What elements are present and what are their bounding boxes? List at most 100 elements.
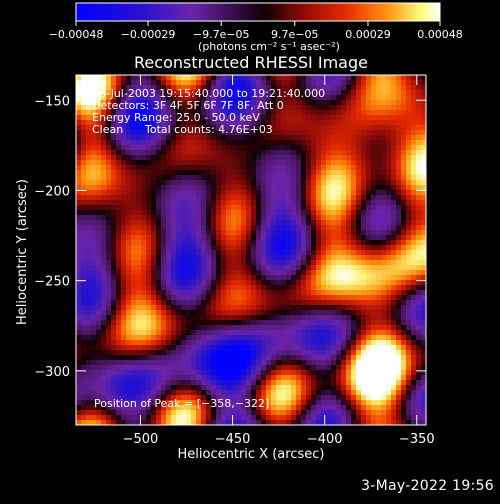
heatmap-cell <box>161 160 167 166</box>
heatmap-cell <box>211 350 217 356</box>
heatmap-cell <box>166 250 172 256</box>
heatmap-cell <box>246 190 252 196</box>
heatmap-cell <box>96 220 102 226</box>
heatmap-cell <box>201 355 207 361</box>
heatmap-cell <box>376 350 382 356</box>
heatmap-cell <box>116 225 122 231</box>
heatmap-cell <box>346 150 352 156</box>
heatmap-cell <box>376 225 382 231</box>
heatmap-cell <box>356 190 362 196</box>
heatmap-cell <box>341 195 347 201</box>
heatmap-cell <box>91 215 97 221</box>
heatmap-cell <box>121 125 127 131</box>
heatmap-cell <box>171 220 177 226</box>
heatmap-cell <box>101 365 107 371</box>
heatmap-cell <box>116 395 122 401</box>
heatmap-cell <box>191 150 197 156</box>
heatmap-cell <box>186 380 192 386</box>
heatmap-cell <box>416 85 422 91</box>
heatmap-cell <box>156 250 162 256</box>
heatmap-cell <box>326 420 332 425</box>
heatmap-cell <box>291 365 297 371</box>
heatmap-cell <box>201 335 207 341</box>
heatmap-cell <box>366 200 372 206</box>
heatmap-cell <box>401 75 407 81</box>
heatmap-cell <box>281 250 287 256</box>
heatmap-cell <box>286 270 292 276</box>
heatmap-cell <box>231 150 237 156</box>
heatmap-cell <box>336 340 342 346</box>
heatmap-cell <box>231 265 237 271</box>
heatmap-cell <box>346 175 352 181</box>
heatmap-cell <box>86 175 92 181</box>
heatmap-cell <box>201 385 207 391</box>
heatmap-cell <box>131 245 137 251</box>
heatmap-cell <box>416 80 422 86</box>
heatmap-cell <box>336 290 342 296</box>
heatmap-cell <box>396 420 402 425</box>
heatmap-cell <box>411 270 417 276</box>
heatmap-cell <box>136 275 142 281</box>
heatmap-cell <box>161 375 167 381</box>
heatmap-cell <box>231 95 237 101</box>
heatmap-cell <box>141 415 147 421</box>
heatmap-cell <box>391 235 397 241</box>
heatmap-cell <box>241 385 247 391</box>
heatmap-cell <box>421 415 426 421</box>
heatmap-cell <box>251 355 257 361</box>
heatmap-cell <box>421 145 426 151</box>
heatmap-cell <box>351 105 357 111</box>
heatmap-cell <box>146 155 152 161</box>
heatmap-cell <box>376 85 382 91</box>
heatmap-cell <box>266 130 272 136</box>
heatmap-cell <box>226 410 232 416</box>
heatmap-cell <box>151 345 157 351</box>
heatmap-cell <box>351 240 357 246</box>
heatmap-cell <box>91 360 97 366</box>
heatmap-cell <box>156 410 162 416</box>
heatmap-cell <box>411 315 417 321</box>
heatmap-cell <box>146 160 152 166</box>
heatmap-cell <box>346 180 352 186</box>
heatmap-cell <box>331 150 337 156</box>
heatmap-cell <box>81 340 87 346</box>
heatmap-cell <box>161 370 167 376</box>
heatmap-cell <box>171 390 177 396</box>
heatmap-cell <box>146 75 152 81</box>
heatmap-cell <box>306 175 312 181</box>
heatmap-cell <box>276 165 282 171</box>
heatmap-cell <box>356 130 362 136</box>
heatmap-cell <box>106 255 112 261</box>
heatmap-cell <box>336 165 342 171</box>
heatmap-cell <box>126 120 132 126</box>
heatmap-cell <box>296 190 302 196</box>
heatmap-cell <box>251 90 257 96</box>
heatmap-cell <box>326 270 332 276</box>
heatmap-cell <box>111 250 117 256</box>
heatmap-cell <box>226 280 232 286</box>
heatmap-cell <box>166 110 172 116</box>
heatmap-cell <box>416 145 422 151</box>
heatmap-cell <box>96 310 102 316</box>
heatmap-cell <box>211 250 217 256</box>
heatmap-cell <box>401 240 407 246</box>
heatmap-cell <box>76 245 82 251</box>
heatmap-cell <box>241 205 247 211</box>
heatmap-cell <box>266 255 272 261</box>
heatmap-cell <box>131 105 137 111</box>
heatmap-cell <box>301 420 307 425</box>
heatmap-cell <box>331 280 337 286</box>
heatmap-cell <box>351 170 357 176</box>
heatmap-cell <box>121 180 127 186</box>
heatmap-cell <box>191 395 197 401</box>
heatmap-cell <box>166 395 172 401</box>
heatmap-cell <box>241 360 247 366</box>
heatmap-cell <box>396 295 402 301</box>
heatmap-cell <box>421 375 426 381</box>
heatmap-cell <box>421 325 426 331</box>
heatmap-cell <box>401 190 407 196</box>
heatmap-cell <box>211 245 217 251</box>
heatmap-cell <box>421 410 426 416</box>
heatmap-cell <box>286 115 292 121</box>
heatmap-cell <box>291 360 297 366</box>
